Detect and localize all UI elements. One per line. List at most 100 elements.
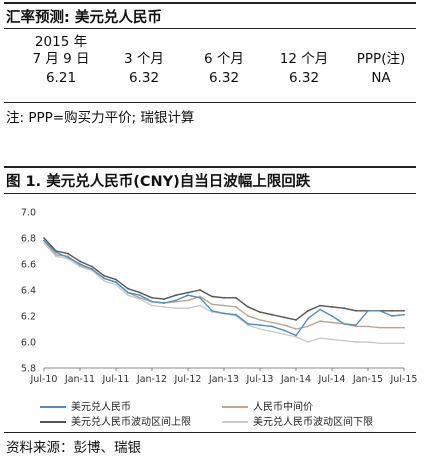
series-point-lower-23	[319, 337, 321, 339]
series-point-cny-10	[163, 302, 165, 304]
legend-lower: 美元兑人民币波动区间下限	[222, 413, 373, 428]
series-point-cny-23	[319, 308, 321, 311]
x-tick-label-3: Jan-12	[136, 374, 167, 385]
series-point-lower-0	[43, 242, 45, 245]
value-spot: 6.21	[45, 70, 77, 86]
x-tick-label-9: Jan-15	[352, 374, 383, 385]
legend-upper-label: 美元兑人民币波动区间上限	[71, 417, 191, 428]
x-tick-label-8: Jul-14	[318, 374, 346, 385]
series-point-central-8	[139, 296, 141, 299]
series-point-lower-7	[127, 294, 129, 297]
series-point-upper-11	[175, 294, 177, 297]
series-point-upper-14	[211, 295, 213, 298]
x-tick-label-4: Jul-12	[174, 374, 202, 385]
series-point-lower-10	[163, 306, 165, 308]
series-point-lower-12	[187, 307, 189, 310]
chart-title: 图 1. 美元兑人民币(CNY)自当日波幅上限回跌	[6, 174, 311, 190]
series-point-lower-17	[247, 324, 249, 326]
series-point-upper-26	[355, 309, 357, 312]
series-point-cny-2	[67, 256, 69, 259]
value-6m: 6.32	[208, 70, 240, 86]
series-point-upper-3	[79, 260, 81, 263]
series-point-lower-6	[115, 283, 117, 286]
legend-cny: 美元兑人民币	[40, 398, 131, 413]
series-point-cny-0	[43, 239, 45, 242]
header-6m: 6 个月	[204, 51, 244, 67]
series-point-cny-24	[331, 315, 333, 317]
y-tick-label-6: 5.8	[21, 364, 36, 375]
y-tick-label-0: 7.0	[21, 208, 36, 219]
series-point-cny-30	[403, 313, 405, 316]
series-point-lower-25	[343, 339, 345, 342]
x-tick-label-10: Jul-15	[390, 374, 418, 385]
series-line-cny	[43, 240, 405, 337]
x-tick-label-7: Jan-14	[280, 374, 311, 385]
forecast-values-row: 6.21 6.32 6.32 6.32 NA	[4, 70, 416, 93]
chart-title-rule	[4, 193, 416, 194]
series-point-lower-11	[175, 307, 177, 310]
series-point-lower-14	[211, 311, 213, 313]
series-point-upper-16	[235, 296, 237, 299]
series-point-central-17	[247, 315, 249, 317]
series-point-cny-7	[127, 291, 129, 294]
y-tick-label-4: 6.2	[21, 312, 36, 323]
series-point-upper-25	[343, 307, 345, 310]
series-point-lower-21	[295, 335, 297, 338]
forecast-table: 2015 年 7 月 9 日 3 个月 6 个月 12 个月 PPP(注) 6.…	[4, 30, 416, 93]
series-point-cny-21	[295, 334, 297, 337]
series-point-cny-28	[379, 309, 381, 312]
series-point-central-14	[211, 303, 213, 306]
table-title-rule	[4, 28, 416, 29]
series-point-lower-19	[271, 330, 273, 333]
series-point-upper-17	[247, 306, 249, 308]
legend-upper: 美元兑人民币波动区间上限	[40, 413, 191, 428]
series-point-central-26	[355, 325, 357, 328]
series-point-central-15	[223, 304, 225, 307]
header-3m: 3 个月	[124, 51, 164, 67]
series-line-central	[43, 240, 404, 330]
series-point-central-28	[379, 326, 381, 329]
series-point-upper-20	[283, 316, 285, 319]
series-point-upper-15	[223, 296, 225, 299]
series-line-upper	[43, 237, 404, 321]
series-point-central-23	[319, 320, 321, 323]
series-point-lower-18	[259, 328, 261, 330]
x-tick-label-5: Jan-13	[208, 374, 239, 385]
series-point-upper-7	[127, 287, 129, 290]
source-note: 资料来源：彭博、瑞银	[6, 440, 141, 456]
series-point-lower-20	[283, 333, 285, 336]
header-date-line1: 2015 年	[34, 34, 88, 50]
series-point-lower-24	[331, 338, 333, 341]
legend-central-label: 人民币中间价	[253, 402, 313, 413]
series-point-cny-17	[247, 322, 249, 325]
y-tick-label-3: 6.4	[21, 286, 36, 297]
header-12m: 12 个月	[279, 51, 329, 67]
series-point-central-30	[403, 326, 405, 329]
legend-central: 人民币中间价	[222, 398, 313, 413]
series-point-cny-19	[271, 325, 273, 328]
series-point-upper-30	[403, 309, 405, 312]
series-point-upper-22	[307, 309, 309, 312]
series-point-cny-25	[343, 322, 345, 325]
series-point-upper-8	[139, 291, 141, 294]
series-point-cny-18	[259, 324, 261, 326]
series-point-lower-5	[103, 280, 105, 282]
series-point-upper-23	[319, 304, 321, 307]
series-point-lower-13	[199, 304, 201, 307]
series-point-cny-29	[391, 315, 393, 317]
series-point-lower-28	[379, 342, 381, 345]
value-3m: 6.32	[128, 70, 160, 86]
series-point-lower-22	[307, 341, 309, 343]
series-point-cny-22	[307, 317, 309, 320]
value-ppp: NA	[371, 70, 391, 86]
header-ppp: PPP(注)	[356, 51, 406, 67]
table-title: 汇率预测: 美元兑人民币	[6, 10, 162, 26]
series-point-cny-9	[151, 300, 153, 303]
series-point-central-29	[391, 326, 393, 329]
series-point-lower-26	[355, 341, 357, 343]
series-point-cny-11	[175, 299, 177, 302]
y-tick-label-2: 6.6	[21, 260, 36, 271]
series-point-lower-1	[55, 255, 57, 258]
series-point-upper-24	[331, 306, 333, 308]
